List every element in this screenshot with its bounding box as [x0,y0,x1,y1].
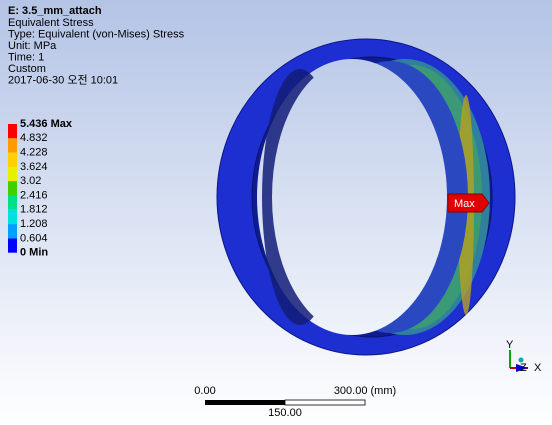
legend-label: 3.02 [20,175,41,187]
legend-swatch [8,210,17,224]
legend-label: 1.208 [20,218,48,230]
legend-swatch [8,238,17,252]
triad-y: Y [506,339,514,351]
legend-label: 5.436 Max [20,118,73,130]
legend-label: 0.604 [20,232,48,244]
triad-z: Z [520,362,527,374]
legend-swatch [8,196,17,210]
legend-label: 2.416 [20,189,48,201]
scale-left: 0.00 [194,385,215,397]
legend-label: 1.812 [20,204,48,216]
scale-right: 300.00 (mm) [334,385,396,397]
header-line: Equivalent Stress [8,17,94,29]
header-line: Type: Equivalent (von-Mises) Stress [8,28,185,40]
probe-label: Max [454,198,475,210]
legend-label: 4.832 [20,132,48,144]
probe-flag: Max [448,194,489,212]
scale-middle: 150.00 [268,407,302,419]
viewport: Max E: 3.5_mm_attach Equivalent StressTy… [0,0,552,425]
legend-swatch [8,224,17,238]
legend-swatch [8,124,17,138]
legend-swatch [8,138,17,152]
result-title: E: 3.5_mm_attach [8,5,102,17]
legend-swatch [8,181,17,195]
header-line: Custom [8,63,46,75]
legend-label: 3.624 [20,161,48,173]
legend-swatch [8,153,17,167]
legend-swatch [8,167,17,181]
triad-x: X [534,362,542,374]
header-line: Unit: MPa [8,40,57,52]
legend-label: 0 Min [20,247,48,259]
header-line: 2017-06-30 오전 10:01 [8,73,118,86]
legend-label: 4.228 [20,147,48,159]
header-line: Time: 1 [8,51,44,63]
